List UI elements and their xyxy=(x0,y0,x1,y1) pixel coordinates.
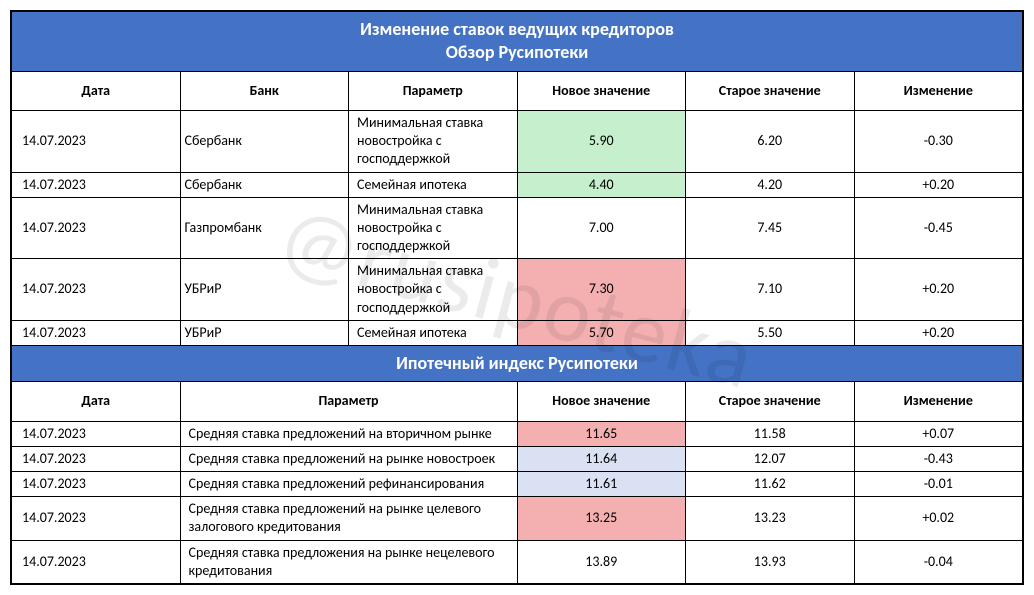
cell-change: +0.07 xyxy=(854,421,1023,446)
table-row: 14.07.2023Средняя ставка предложения на … xyxy=(12,540,1023,583)
cell-date: 14.07.2023 xyxy=(12,110,181,172)
cell-old: 7.45 xyxy=(686,197,855,259)
cell-param: Средняя ставка предложения на рынке неце… xyxy=(180,540,517,583)
cell-param: Средняя ставка предложений на рынке целе… xyxy=(180,497,517,540)
cell-date: 14.07.2023 xyxy=(12,497,181,540)
cell-new: 11.65 xyxy=(517,421,686,446)
table-row: 14.07.2023Средняя ставка предложений на … xyxy=(12,446,1023,471)
cell-change: +0.20 xyxy=(854,259,1023,321)
cell-new: 7.00 xyxy=(517,197,686,259)
table-row: 14.07.2023ГазпромбанкМинимальная ставка … xyxy=(12,197,1023,259)
cell-date: 14.07.2023 xyxy=(12,421,181,446)
cell-new: 13.89 xyxy=(517,540,686,583)
col-change-header: Изменение xyxy=(854,71,1023,110)
cell-old: 13.93 xyxy=(686,540,855,583)
cell-change: -0.30 xyxy=(854,110,1023,172)
cell-old: 13.23 xyxy=(686,497,855,540)
cell-date: 14.07.2023 xyxy=(12,471,181,496)
col-bank-header: Банк xyxy=(180,71,349,110)
col2-change-header: Изменение xyxy=(854,382,1023,421)
cell-date: 14.07.2023 xyxy=(12,320,181,345)
col2-param-header: Параметр xyxy=(180,382,517,421)
cell-old: 7.10 xyxy=(686,259,855,321)
cell-bank: Газпромбанк xyxy=(180,197,349,259)
cell-date: 14.07.2023 xyxy=(12,446,181,471)
cell-bank: УБРиР xyxy=(180,259,349,321)
cell-change: -0.01 xyxy=(854,471,1023,496)
cell-new: 11.61 xyxy=(517,471,686,496)
col-old-header: Старое значение xyxy=(686,71,855,110)
table-row: 14.07.2023СбербанкСемейная ипотека4.404.… xyxy=(12,172,1023,197)
table2-header-row: Дата Параметр Новое значение Старое знач… xyxy=(12,382,1023,421)
col-new-header: Новое значение xyxy=(517,71,686,110)
cell-new: 7.30 xyxy=(517,259,686,321)
col2-new-header: Новое значение xyxy=(517,382,686,421)
table1-title: Изменение ставок ведущих кредиторов Обзо… xyxy=(12,12,1023,72)
table-row: 14.07.2023УБРиРСемейная ипотека5.705.50+… xyxy=(12,320,1023,345)
cell-change: +0.20 xyxy=(854,320,1023,345)
table1-title-row: Изменение ставок ведущих кредиторов Обзо… xyxy=(12,12,1023,72)
cell-param: Семейная ипотека xyxy=(349,172,518,197)
cell-old: 12.07 xyxy=(686,446,855,471)
cell-date: 14.07.2023 xyxy=(12,197,181,259)
tables-container: Изменение ставок ведущих кредиторов Обзо… xyxy=(10,10,1024,585)
table-row: 14.07.2023УБРиРМинимальная ставка новост… xyxy=(12,259,1023,321)
table1-header-row: Дата Банк Параметр Новое значение Старое… xyxy=(12,71,1023,110)
cell-date: 14.07.2023 xyxy=(12,259,181,321)
cell-bank: Сбербанк xyxy=(180,110,349,172)
cell-param: Средняя ставка предложений на рынке ново… xyxy=(180,446,517,471)
cell-change: -0.45 xyxy=(854,197,1023,259)
col-date-header: Дата xyxy=(12,71,181,110)
cell-date: 14.07.2023 xyxy=(12,540,181,583)
table2-title: Ипотечный индекс Русипотеки xyxy=(12,346,1023,382)
cell-change: -0.43 xyxy=(854,446,1023,471)
cell-param: Минимальная ставка новостройка с господд… xyxy=(349,110,518,172)
col-param-header: Параметр xyxy=(349,71,518,110)
cell-new: 11.64 xyxy=(517,446,686,471)
cell-old: 4.20 xyxy=(686,172,855,197)
table1-title-line1: Изменение ставок ведущих кредиторов xyxy=(360,18,674,40)
cell-new: 5.70 xyxy=(517,320,686,345)
cell-new: 5.90 xyxy=(517,110,686,172)
cell-param: Минимальная ставка новостройка с господд… xyxy=(349,259,518,321)
cell-bank: УБРиР xyxy=(180,320,349,345)
col2-old-header: Старое значение xyxy=(686,382,855,421)
cell-new: 4.40 xyxy=(517,172,686,197)
cell-old: 11.62 xyxy=(686,471,855,496)
cell-old: 11.58 xyxy=(686,421,855,446)
cell-change: -0.04 xyxy=(854,540,1023,583)
cell-date: 14.07.2023 xyxy=(12,172,181,197)
table2-title-row: Ипотечный индекс Русипотеки xyxy=(12,346,1023,382)
cell-param: Минимальная ставка новостройка с господд… xyxy=(349,197,518,259)
cell-bank: Сбербанк xyxy=(180,172,349,197)
cell-param: Семейная ипотека xyxy=(349,320,518,345)
rates-table: Изменение ставок ведущих кредиторов Обзо… xyxy=(11,11,1023,584)
cell-old: 6.20 xyxy=(686,110,855,172)
table-row: 14.07.2023Средняя ставка предложений на … xyxy=(12,421,1023,446)
cell-change: +0.20 xyxy=(854,172,1023,197)
cell-param: Средняя ставка предложений рефинансирова… xyxy=(180,471,517,496)
table-row: 14.07.2023Средняя ставка предложений на … xyxy=(12,497,1023,540)
cell-param: Средняя ставка предложений на вторичном … xyxy=(180,421,517,446)
cell-new: 13.25 xyxy=(517,497,686,540)
table-row: 14.07.2023СбербанкМинимальная ставка нов… xyxy=(12,110,1023,172)
cell-change: +0.02 xyxy=(854,497,1023,540)
col2-date-header: Дата xyxy=(12,382,181,421)
cell-old: 5.50 xyxy=(686,320,855,345)
table1-title-line2: Обзор Русипотеки xyxy=(446,41,589,63)
table-row: 14.07.2023Средняя ставка предложений реф… xyxy=(12,471,1023,496)
